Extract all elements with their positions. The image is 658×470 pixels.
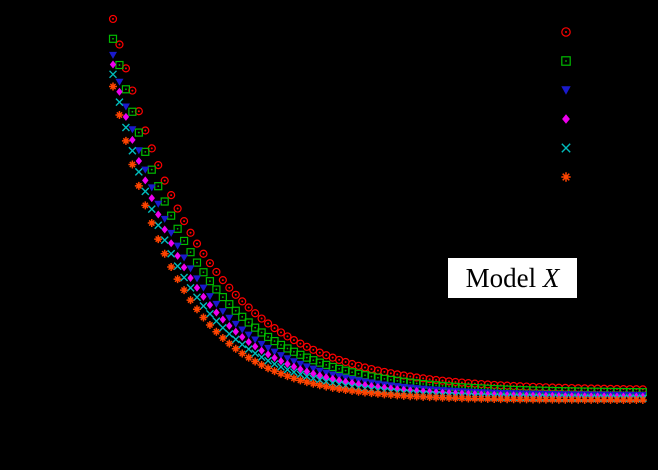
legend: [561, 27, 571, 182]
series-diamond: [109, 60, 647, 401]
model-label: Model X: [447, 257, 578, 299]
series-triangle: [109, 51, 647, 399]
legend-marker-series-triangle: [561, 86, 571, 95]
legend-marker-series-diamond: [562, 114, 570, 124]
model-label-variable: X: [542, 262, 560, 293]
legend-marker-series-cross: [561, 143, 571, 153]
legend-marker-series-square: [561, 56, 571, 66]
model-label-text: Model: [465, 262, 543, 293]
legend-marker-series-asterisk: [561, 172, 571, 182]
legend-marker-series-circle: [561, 27, 571, 37]
series-circle: [108, 14, 647, 394]
series-asterisk: [109, 82, 647, 405]
plot-frame: [84, 16, 646, 423]
